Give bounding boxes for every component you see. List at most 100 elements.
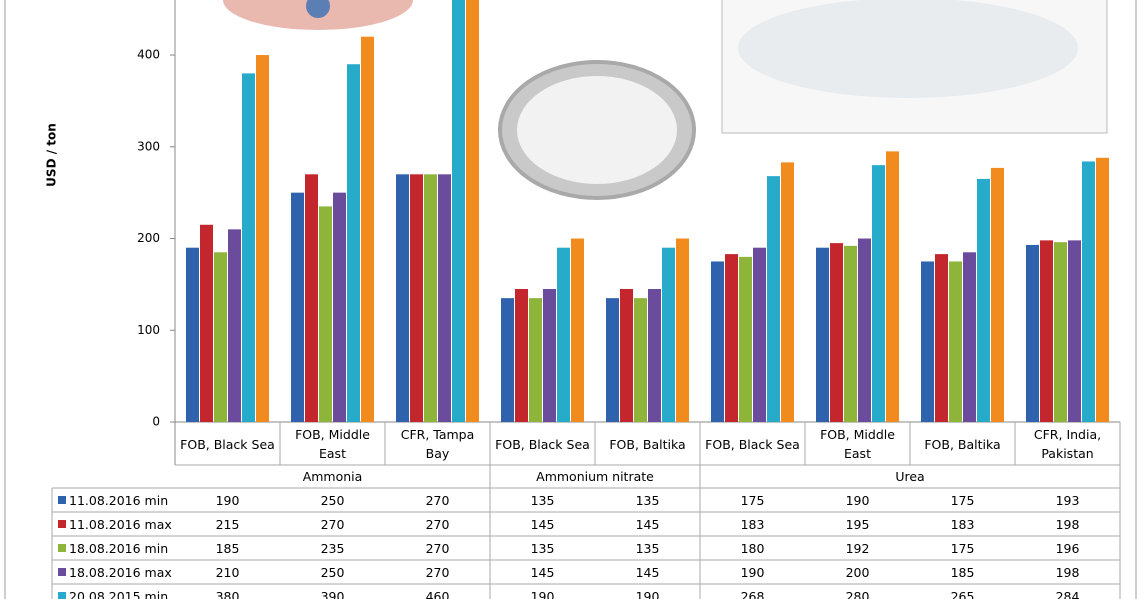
bar	[291, 192, 304, 422]
bar	[648, 288, 661, 422]
bar	[739, 256, 752, 422]
legend-key	[58, 496, 66, 504]
table-value: 280	[845, 588, 870, 599]
table-value: 145	[530, 516, 555, 532]
bar	[410, 174, 423, 422]
table-value: 198	[1055, 516, 1080, 532]
bar	[228, 229, 241, 422]
legend-label: 18.08.2016 max	[69, 564, 172, 580]
bar	[1068, 240, 1081, 422]
table-value: 250	[320, 564, 345, 580]
table-value: 268	[740, 588, 765, 599]
legend-label: 20.08.2015 min	[69, 588, 169, 599]
legend-entry: 11.08.2016 min	[52, 488, 175, 512]
bar	[571, 238, 584, 422]
bar	[200, 224, 213, 422]
table-value: 135	[635, 540, 660, 556]
bar	[963, 252, 976, 422]
table-value: 270	[425, 492, 450, 508]
table-value: 196	[1055, 540, 1080, 556]
bar	[256, 55, 269, 422]
y-axis-title: USD / ton	[45, 123, 59, 187]
y-tick-label: 100	[137, 323, 160, 337]
table-value: 175	[950, 492, 975, 508]
legend-key	[58, 568, 66, 576]
table-value: 270	[425, 516, 450, 532]
x-tick-label: FOB, Middle East	[295, 427, 370, 461]
table-value: 190	[740, 564, 765, 580]
legend-entry: 11.08.2016 max	[52, 512, 175, 536]
bar	[620, 288, 633, 422]
bar	[1082, 161, 1095, 422]
y-tick-label: 400	[137, 48, 160, 62]
table-value: 265	[950, 588, 975, 599]
bar	[424, 174, 437, 422]
x-tick-label: CFR, India, Pakistan	[1033, 427, 1102, 461]
legend-key	[58, 592, 66, 599]
table-value: 192	[845, 540, 870, 556]
legend-label: 11.08.2016 max	[69, 516, 172, 532]
legend-entry: 18.08.2016 max	[52, 560, 175, 584]
legend-label: 11.08.2016 min	[69, 492, 169, 508]
bar	[606, 298, 619, 422]
bar	[186, 247, 199, 422]
x-tick-label: FOB, Black Sea	[495, 436, 590, 452]
bar	[949, 261, 962, 422]
table-value: 284	[1055, 588, 1080, 599]
bar	[753, 247, 766, 422]
group-label: Urea	[895, 469, 925, 484]
x-tick-label: CFR, Tampa Bay	[400, 427, 475, 461]
bar	[438, 174, 451, 422]
bar	[662, 247, 675, 422]
bar	[557, 247, 570, 422]
bar	[1040, 240, 1053, 422]
table-value: 390	[320, 588, 345, 599]
table-value: 210	[215, 564, 240, 580]
y-tick-label: 0	[152, 415, 160, 429]
x-tick-label: FOB, Black Sea	[180, 436, 275, 452]
bar	[319, 206, 332, 422]
table-value: 460	[425, 588, 450, 599]
table-value: 183	[740, 516, 765, 532]
table-value: 198	[1055, 564, 1080, 580]
bar	[452, 0, 465, 422]
bar	[676, 238, 689, 422]
bar	[858, 238, 871, 422]
table-value: 270	[425, 540, 450, 556]
table-value: 175	[950, 540, 975, 556]
table-value: 135	[635, 492, 660, 508]
table-value: 183	[950, 516, 975, 532]
decor-image	[517, 76, 677, 184]
decor-image	[738, 0, 1078, 98]
bar	[361, 36, 374, 423]
bar	[725, 254, 738, 422]
bar	[305, 174, 318, 422]
bar	[543, 288, 556, 422]
bar	[501, 298, 514, 422]
group-label: Ammonium nitrate	[536, 469, 654, 484]
y-tick-label: 200	[137, 231, 160, 245]
table-value: 135	[530, 492, 555, 508]
table-value: 380	[215, 588, 240, 599]
bar	[333, 192, 346, 422]
table-value: 145	[635, 516, 660, 532]
bar	[1026, 244, 1039, 422]
x-tick-label: FOB, Middle East	[820, 427, 895, 461]
bar	[711, 261, 724, 422]
bar	[886, 151, 899, 422]
bar	[1096, 157, 1109, 422]
legend-key	[58, 520, 66, 528]
y-tick-label: 300	[137, 139, 160, 153]
table-value: 180	[740, 540, 765, 556]
bar	[921, 261, 934, 422]
legend-label: 18.08.2016 min	[69, 540, 169, 556]
bar	[242, 73, 255, 423]
bar	[767, 176, 780, 422]
bar	[991, 167, 1004, 422]
table-value: 185	[215, 540, 240, 556]
decor-image	[306, 0, 330, 18]
table-value: 190	[215, 492, 240, 508]
bar	[781, 162, 794, 422]
